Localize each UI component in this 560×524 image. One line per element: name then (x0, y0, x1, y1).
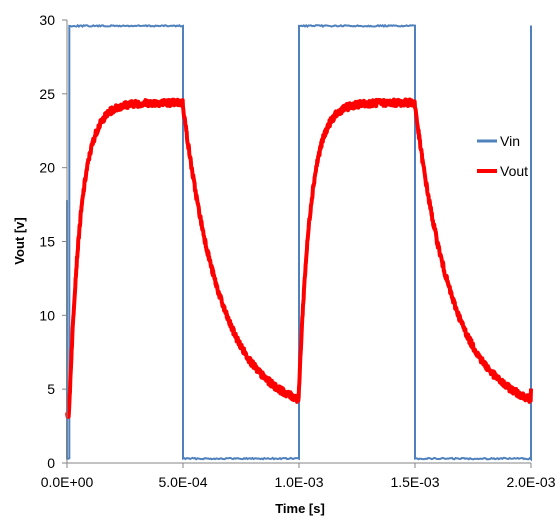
y-tick-label: 10 (39, 307, 55, 323)
series-layer (65, 23, 533, 462)
legend-label-vin: Vin (500, 133, 520, 149)
x-axis-title: Time [s] (275, 501, 325, 516)
y-tick-label: 25 (39, 86, 55, 102)
x-tick-label: 0.0E+00 (41, 474, 94, 490)
axis-lines (66, 20, 531, 464)
x-tick-label: 5.0E-04 (158, 474, 207, 490)
series-vout-line (65, 97, 533, 420)
y-tick-label: 15 (39, 234, 55, 250)
series-vin-line (66, 23, 532, 462)
y-axis-ticks: 0 5 10 15 20 25 30 (39, 12, 67, 471)
y-tick-label: 30 (39, 12, 55, 28)
y-tick-label: 0 (47, 455, 55, 471)
x-axis-ticks: 0.0E+00 5.0E-04 1.0E-03 1.5E-03 2.0E-03 (41, 463, 556, 490)
x-tick-label: 1.5E-03 (390, 474, 439, 490)
x-tick-label: 2.0E-03 (506, 474, 555, 490)
legend: Vin Vout (477, 133, 528, 179)
x-tick-label: 1.0E-03 (274, 474, 323, 490)
legend-label-vout: Vout (500, 163, 528, 179)
y-tick-label: 5 (47, 381, 55, 397)
y-axis-title: Vout [v] (12, 217, 27, 264)
y-tick-label: 20 (39, 160, 55, 176)
